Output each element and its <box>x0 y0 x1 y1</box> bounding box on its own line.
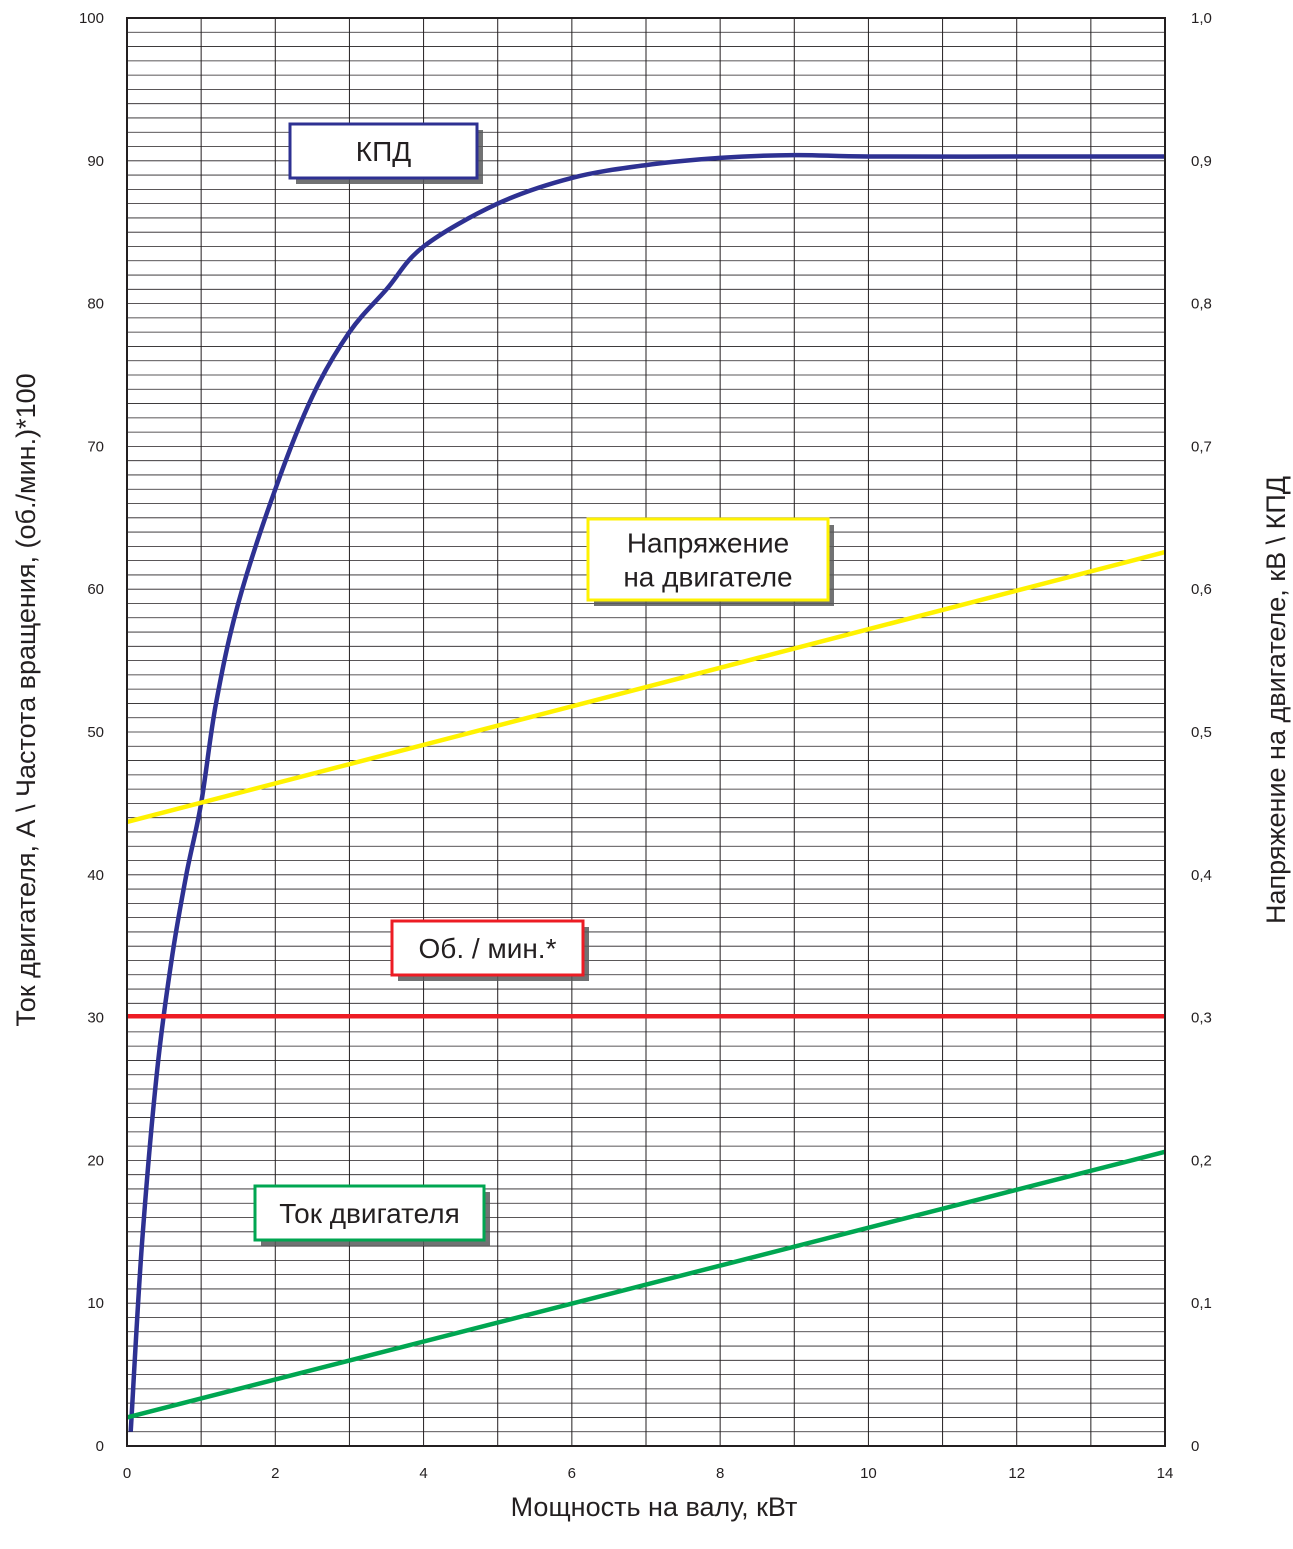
label-box-frame <box>390 919 585 977</box>
series-label-text: КПД <box>356 136 411 167</box>
x-tick-label: 2 <box>271 1465 279 1482</box>
right-y-tick-label: 0,4 <box>1191 867 1212 884</box>
plot-frame <box>126 17 1166 1447</box>
x-tick-label: 14 <box>1157 1465 1174 1482</box>
right-y-tick-label: 0,3 <box>1191 1010 1212 1027</box>
left-y-tick-label: 10 <box>87 1295 104 1312</box>
x-axis-title: Мощность на валу, кВт <box>511 1492 798 1522</box>
x-tick-label: 8 <box>716 1465 724 1482</box>
left-y-tick-label: 40 <box>87 867 104 884</box>
right-y-axis-title: Напряжение на двигателе, кВ \ КПД <box>1261 476 1291 924</box>
x-tick-label: 0 <box>123 1465 131 1482</box>
left-y-tick-label: 20 <box>87 1152 104 1169</box>
left-y-tick-label: 0 <box>96 1438 104 1455</box>
x-tick-label: 10 <box>860 1465 877 1482</box>
right-y-tick-label: 0,5 <box>1191 724 1212 741</box>
series-line-voltage <box>126 549 1166 825</box>
right-y-tick-labels: 0 0,1 0,2 0,3 0,4 0,5 0,6 0,7 0,8 0,9 1,0 <box>1191 10 1212 1455</box>
right-y-tick-label: 0 <box>1191 1438 1199 1455</box>
series-line-current <box>126 1149 1166 1420</box>
label-box-rpm: Об. / мин.* <box>390 919 589 981</box>
series-layer <box>126 152 1166 1432</box>
x-tick-label: 12 <box>1008 1465 1025 1482</box>
x-tick-label: 4 <box>419 1465 427 1482</box>
x-tick-label: 6 <box>568 1465 576 1482</box>
x-tick-labels: 0 2 4 6 8 10 12 14 <box>123 1465 1174 1482</box>
left-y-tick-label: 30 <box>87 1010 104 1027</box>
label-box-efficiency: КПД <box>288 122 483 184</box>
right-y-tick-label: 0,1 <box>1191 1295 1212 1312</box>
left-y-tick-labels: 0 10 20 30 40 50 60 70 80 90 100 <box>79 10 104 1455</box>
series-label-text: Ток двигателя <box>279 1198 460 1229</box>
left-y-tick-label: 100 <box>79 10 104 27</box>
right-y-tick-label: 0,8 <box>1191 296 1212 313</box>
left-y-tick-label: 60 <box>87 581 104 598</box>
series-label-text: Напряжение <box>627 528 789 559</box>
label-box-frame <box>288 122 479 180</box>
left-y-tick-label: 80 <box>87 296 104 313</box>
right-y-tick-label: 0,6 <box>1191 581 1212 598</box>
right-y-tick-label: 0,2 <box>1191 1152 1212 1169</box>
label-box-frame <box>253 1184 486 1242</box>
left-y-tick-label: 70 <box>87 438 104 455</box>
right-y-tick-label: 0,9 <box>1191 153 1212 170</box>
series-label-text: на двигателе <box>623 562 792 593</box>
series-line-efficiency <box>128 152 1165 1432</box>
left-y-tick-label: 90 <box>87 153 104 170</box>
right-y-tick-label: 1,0 <box>1191 10 1212 27</box>
left-y-axis-title: Ток двигателя, А \ Частота вращения, (об… <box>11 373 41 1026</box>
label-box-current: Ток двигателя <box>253 1184 490 1246</box>
left-y-tick-label: 50 <box>87 724 104 741</box>
label-box-frame <box>586 517 830 602</box>
series-label-text: Об. / мин.* <box>419 933 557 964</box>
right-y-tick-label: 0,7 <box>1191 438 1212 455</box>
